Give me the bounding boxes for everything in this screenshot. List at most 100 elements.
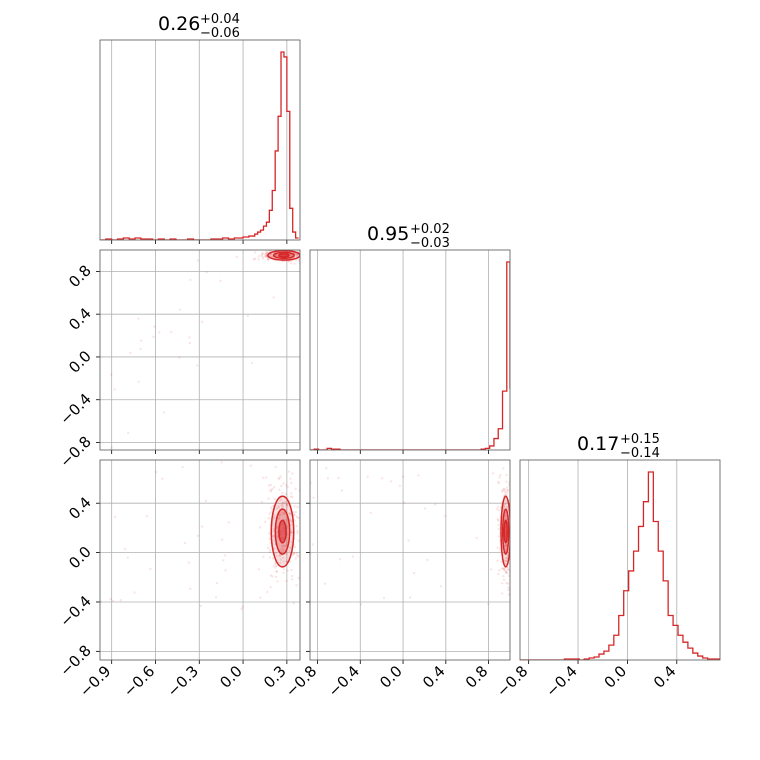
point xyxy=(268,532,271,535)
point xyxy=(274,465,277,469)
point xyxy=(507,568,510,571)
tail-point xyxy=(219,279,222,283)
point xyxy=(505,486,509,489)
point xyxy=(268,250,271,252)
point xyxy=(289,477,292,480)
point xyxy=(297,539,300,542)
tail-point xyxy=(111,599,115,602)
point xyxy=(502,567,506,570)
point xyxy=(289,262,293,265)
tail-point xyxy=(155,470,158,474)
point xyxy=(271,530,275,533)
point xyxy=(498,535,501,538)
panel-content-0-0 xyxy=(100,51,299,240)
point xyxy=(277,477,280,480)
scatter-2-1 xyxy=(310,452,514,606)
point xyxy=(280,484,283,488)
tail-point xyxy=(402,475,405,478)
tail-point xyxy=(222,559,225,562)
tail-point xyxy=(129,351,132,355)
xtick-label-2-0: −0.8 xyxy=(493,662,531,700)
point xyxy=(505,556,508,560)
point xyxy=(497,480,500,484)
point xyxy=(511,544,513,546)
ytick-label-1-0: −0.8 xyxy=(56,433,94,471)
point xyxy=(503,567,506,571)
point xyxy=(287,260,291,263)
tail-point xyxy=(278,215,280,217)
point xyxy=(276,525,279,528)
point xyxy=(278,561,282,565)
point xyxy=(503,489,507,493)
tail-point xyxy=(461,452,463,454)
point xyxy=(503,487,506,491)
tail-point xyxy=(181,465,184,469)
point xyxy=(281,556,285,560)
point xyxy=(278,488,281,492)
point xyxy=(269,585,272,589)
point xyxy=(496,518,499,521)
tail-point xyxy=(215,581,219,585)
tail-point xyxy=(113,388,116,391)
point xyxy=(507,586,510,589)
point xyxy=(288,512,291,515)
point xyxy=(273,498,277,501)
point xyxy=(269,254,273,258)
point xyxy=(278,553,282,557)
ytick-label-2-3: 0.4 xyxy=(65,493,95,523)
point xyxy=(272,534,275,538)
point xyxy=(512,571,514,573)
point xyxy=(253,251,257,254)
point xyxy=(266,590,269,594)
point xyxy=(280,511,283,515)
point xyxy=(503,569,506,572)
ytick-label-1-2: 0.0 xyxy=(65,347,95,377)
point xyxy=(498,476,501,479)
point xyxy=(285,503,289,507)
title-param0-minus: −0.06 xyxy=(200,26,240,41)
point xyxy=(503,560,507,563)
point xyxy=(294,252,297,256)
point xyxy=(272,527,275,531)
point xyxy=(293,545,297,549)
point xyxy=(258,526,262,529)
tail-point xyxy=(188,336,191,339)
point xyxy=(497,509,501,512)
tail-point xyxy=(279,180,281,182)
point xyxy=(267,258,270,262)
point xyxy=(267,257,270,261)
point xyxy=(286,530,290,533)
point xyxy=(504,515,507,519)
point xyxy=(266,257,270,260)
tail-point xyxy=(408,596,412,599)
point xyxy=(498,569,501,572)
point xyxy=(286,569,289,572)
point xyxy=(506,554,509,557)
point xyxy=(275,570,279,573)
point xyxy=(276,535,279,538)
point xyxy=(268,548,272,552)
title-param0-median: 0.26 xyxy=(158,13,200,35)
point xyxy=(262,555,265,559)
point xyxy=(288,549,291,553)
point xyxy=(261,252,264,256)
point xyxy=(279,513,282,517)
point xyxy=(505,493,509,497)
point xyxy=(280,547,283,551)
point xyxy=(275,530,279,533)
point xyxy=(502,488,505,491)
point xyxy=(295,515,299,519)
tail-point xyxy=(149,567,152,571)
point xyxy=(280,504,283,507)
xtick-label-1-1: −0.4 xyxy=(325,662,363,700)
point xyxy=(274,551,277,555)
point xyxy=(297,555,300,558)
title-param2-minus: −0.14 xyxy=(620,446,660,461)
point xyxy=(274,562,277,565)
point xyxy=(289,546,292,549)
point xyxy=(265,476,268,479)
point xyxy=(278,477,281,480)
tail-point xyxy=(433,503,437,506)
point xyxy=(289,560,292,563)
point xyxy=(289,523,292,526)
